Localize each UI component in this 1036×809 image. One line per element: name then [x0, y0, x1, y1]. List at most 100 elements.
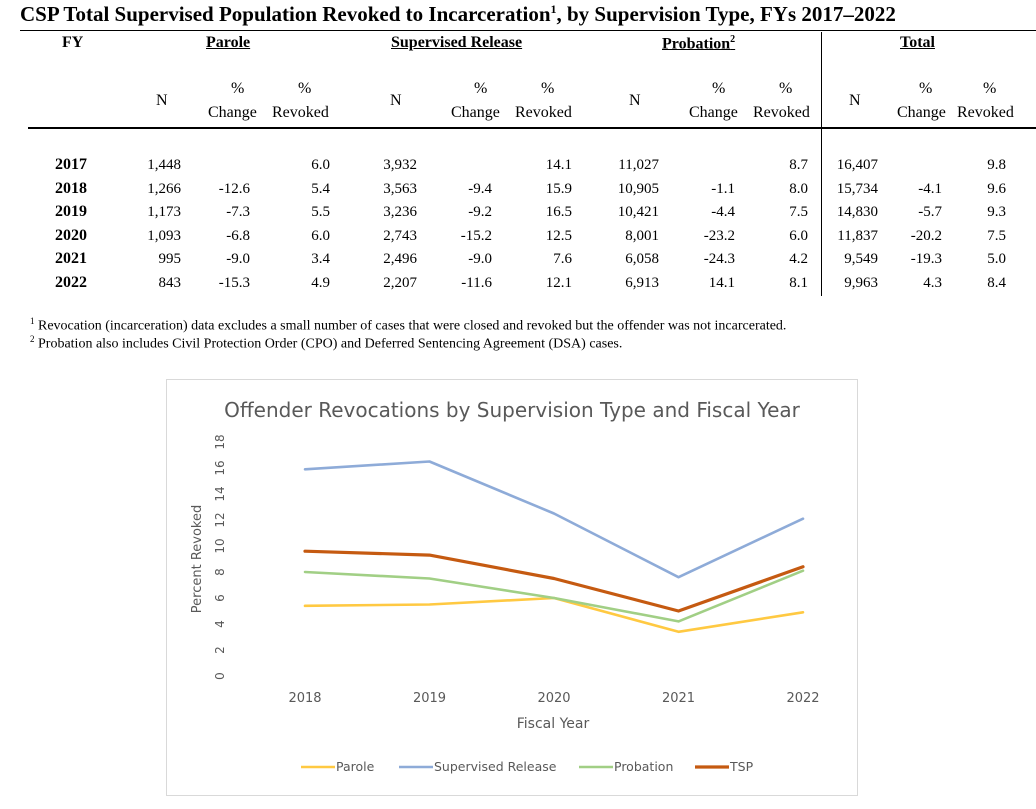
table-cell: -15.2	[460, 227, 492, 244]
table-cell: 8.7	[789, 157, 808, 173]
table-cell: 7.5	[789, 204, 808, 221]
row-fy: 2020	[55, 226, 87, 244]
table-cell: 1,266	[147, 180, 181, 197]
table-cell: 9,963	[844, 275, 878, 291]
table-cell: -9.0	[468, 251, 492, 268]
table-cell: 6,913	[625, 275, 659, 291]
group-header-supervised-release: Supervised Release	[391, 34, 523, 51]
group-header-total: Total	[900, 34, 935, 51]
table-cell: -5.7	[918, 204, 942, 221]
table-cell: -24.3	[703, 251, 735, 268]
y-tick-label: 0	[213, 672, 227, 680]
col-n-probation: N	[629, 92, 641, 109]
x-tick-label: 2022	[786, 691, 819, 706]
table-cell: 14,830	[836, 204, 878, 221]
legend-label-probation: Probation	[614, 759, 673, 774]
table-cell: -9.4	[468, 180, 492, 197]
table-cell: 14.1	[708, 275, 735, 291]
table-cell: 10,421	[617, 204, 659, 221]
x-tick-label: 2021	[662, 691, 695, 706]
legend-label-tsp: TSP	[729, 759, 754, 774]
col-revoked-total: Revoked	[957, 104, 1014, 121]
x-tick-label: 2020	[537, 691, 570, 706]
table-cell: 4.2	[789, 251, 808, 268]
chart-svg: Offender Revocations by Supervision Type…	[190, 398, 820, 774]
table-cell: 3,932	[383, 157, 417, 173]
table-cell: 15.9	[545, 180, 572, 197]
table-cell: 11,027	[618, 157, 659, 173]
table-cell: -1.1	[711, 180, 735, 197]
table-cell: 16,407	[836, 157, 878, 173]
legend-label-parole: Parole	[336, 759, 375, 774]
total-divider	[821, 32, 822, 296]
y-tick-label: 6	[213, 594, 227, 602]
col-revoked-probation: Revoked	[753, 104, 810, 121]
col-revoked-supervised-release: Revoked	[515, 104, 572, 121]
series-line-tsp	[303, 549, 805, 613]
col-n-parole: N	[156, 92, 168, 109]
col-pct-change-supervised-release: %	[474, 80, 488, 97]
table-cell: 16.5	[545, 204, 572, 221]
table-cell: 6,058	[625, 251, 659, 268]
table-cell: -15.3	[218, 275, 250, 291]
table-cell: 7.6	[553, 251, 572, 268]
legend-label-supervised-release: Supervised Release	[434, 759, 557, 774]
footnote-2: 2 Probation also includes Civil Protecti…	[30, 334, 623, 352]
y-tick-label: 10	[213, 538, 227, 553]
col-revoked-parole: Revoked	[272, 104, 329, 121]
col-n-supervised-release: N	[390, 92, 402, 109]
table-cell: 995	[158, 251, 182, 268]
col-change-probation: Change	[689, 104, 738, 121]
col-pct-change-total: %	[919, 80, 933, 97]
table-cell: 9.6	[987, 180, 1006, 197]
table-cell: 1,093	[147, 227, 181, 244]
footnote-1: 1 Revocation (incarceration) data exclud…	[30, 316, 787, 334]
table-cell: 8,001	[625, 227, 659, 244]
table-cell: 3.4	[311, 251, 330, 268]
table-cell: 8.4	[987, 275, 1006, 291]
table-cell: -9.2	[468, 204, 492, 221]
row-fy: 2019	[55, 203, 87, 221]
table-cell: 3,236	[383, 204, 417, 221]
col-pct-revoked-supervised-release: %	[541, 80, 555, 97]
table-cell: 10,905	[617, 180, 659, 197]
table-cell: 8.0	[789, 180, 808, 197]
table-cell: -9.0	[226, 251, 250, 268]
table-cell: -7.3	[226, 204, 250, 221]
table-cell: 8.1	[789, 275, 808, 291]
x-tick-label: 2019	[413, 691, 446, 706]
series-line-probation	[303, 569, 805, 623]
col-change-total: Change	[897, 104, 946, 121]
table-cell: 2,496	[383, 251, 417, 268]
col-change-supervised-release: Change	[451, 104, 500, 121]
y-tick-label: 16	[213, 460, 227, 475]
row-fy: 2017	[55, 156, 87, 173]
table-cell: 1,173	[147, 204, 181, 221]
table-cell: 5.4	[311, 180, 330, 197]
y-tick-label: 4	[213, 620, 227, 628]
table-cell: -6.8	[226, 227, 250, 244]
y-tick-label: 8	[213, 568, 227, 576]
row-fy: 2018	[55, 179, 87, 197]
table-cell: 2,207	[383, 275, 417, 291]
table-cell: 14.1	[545, 157, 572, 173]
col-pct-change-parole: %	[231, 80, 245, 97]
col-pct-revoked-probation: %	[779, 80, 793, 97]
table-cell: 11,837	[837, 227, 878, 244]
table-cell: -12.6	[218, 180, 250, 197]
y-tick-label: 14	[213, 486, 227, 501]
revocations-chart: Offender Revocations by Supervision Type…	[166, 379, 858, 796]
table-cell: -23.2	[703, 227, 735, 244]
y-tick-label: 18	[213, 434, 227, 449]
table-cell: 843	[158, 275, 182, 291]
table-cell: 6.0	[311, 227, 330, 244]
series-line-parole	[303, 596, 805, 634]
group-header-probation: Probation2	[662, 34, 736, 53]
page-title: CSP Total Supervised Population Revoked …	[20, 2, 896, 26]
col-pct-revoked-parole: %	[298, 80, 312, 97]
col-pct-revoked-total: %	[983, 80, 997, 97]
table-cell: 6.0	[789, 227, 808, 244]
table-cell: -19.3	[910, 251, 942, 268]
x-tick-label: 2018	[288, 691, 321, 706]
chart-title: Offender Revocations by Supervision Type…	[224, 398, 801, 422]
